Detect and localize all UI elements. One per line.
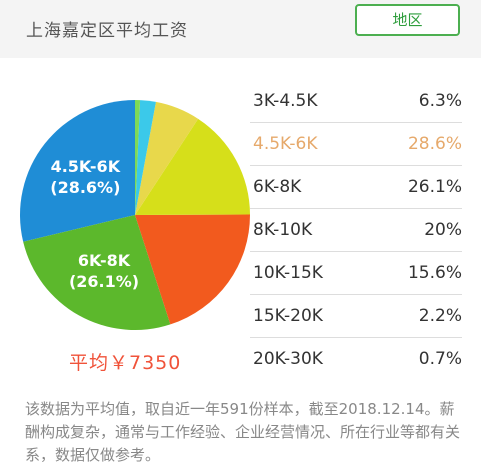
salary-legend: 3K-4.5K 6.3% 4.5K-6K 28.6% 6K-8K 26.1% 8K-10K 2…	[250, 80, 462, 380]
legend-range: 4.5K-6K	[253, 134, 318, 154]
legend-row: 15K-20K 2.2%	[250, 295, 462, 338]
region-button[interactable]: 地区	[355, 4, 460, 36]
legend-percent: 28.6%	[407, 134, 462, 154]
legend-percent: 2.2%	[418, 306, 462, 326]
legend-row: 4.5K-6K 28.6%	[250, 123, 462, 166]
pie-svg: 4.5K-6K (28.6%) 6K-8K (26.1%)	[19, 100, 250, 330]
legend-row: 20K-30K 0.7%	[250, 338, 462, 380]
average-salary: 平均￥7350	[69, 352, 182, 374]
pie-slice-20k-30k	[135, 100, 141, 215]
legend-range: 20K-30K	[253, 349, 323, 369]
legend-percent: 20%	[424, 220, 462, 240]
legend-row: 3K-4.5K 6.3%	[250, 80, 462, 123]
salary-pie-chart: 4.5K-6K (28.6%) 6K-8K (26.1%)	[19, 100, 250, 330]
legend-percent: 15.6%	[407, 263, 462, 283]
legend-range: 10K-15K	[253, 263, 323, 283]
page-title: 上海嘉定区平均工资	[26, 21, 188, 41]
legend-percent: 6.3%	[418, 91, 462, 111]
pie-label-pct-4.5k-6k: (28.6%)	[50, 178, 120, 197]
legend-percent: 26.1%	[407, 177, 462, 197]
pie-slice-8k-10k	[135, 214, 250, 325]
legend-percent: 0.7%	[418, 349, 462, 369]
pie-slice-6k-8k	[23, 215, 171, 330]
legend-range: 6K-8K	[253, 177, 302, 197]
legend-row: 10K-15K 15.6%	[250, 252, 462, 295]
pie-label-6k-8k: 6K-8K	[78, 251, 131, 270]
pie-label-pct-6k-8k: (26.1%)	[69, 272, 139, 291]
pie-slice-10k-15k	[135, 118, 250, 215]
legend-range: 15K-20K	[253, 306, 323, 326]
pie-slice-4.5k-6k	[19, 100, 135, 242]
legend-row: 6K-8K 26.1%	[250, 166, 462, 209]
data-note: 该数据为平均值，取自近一年591份样本，截至2018.12.14。薪酬构成复杂，…	[25, 400, 461, 464]
legend-range: 8K-10K	[253, 220, 313, 240]
header-bar: 上海嘉定区平均工资 地区	[0, 0, 481, 58]
pie-slice-3k-4.5k	[135, 101, 199, 215]
legend-range: 3K-4.5K	[253, 91, 318, 111]
pie-slice-15k-20k	[135, 100, 156, 215]
pie-label-4.5k-6k: 4.5K-6K	[51, 157, 121, 176]
legend-row: 8K-10K 20%	[250, 209, 462, 252]
